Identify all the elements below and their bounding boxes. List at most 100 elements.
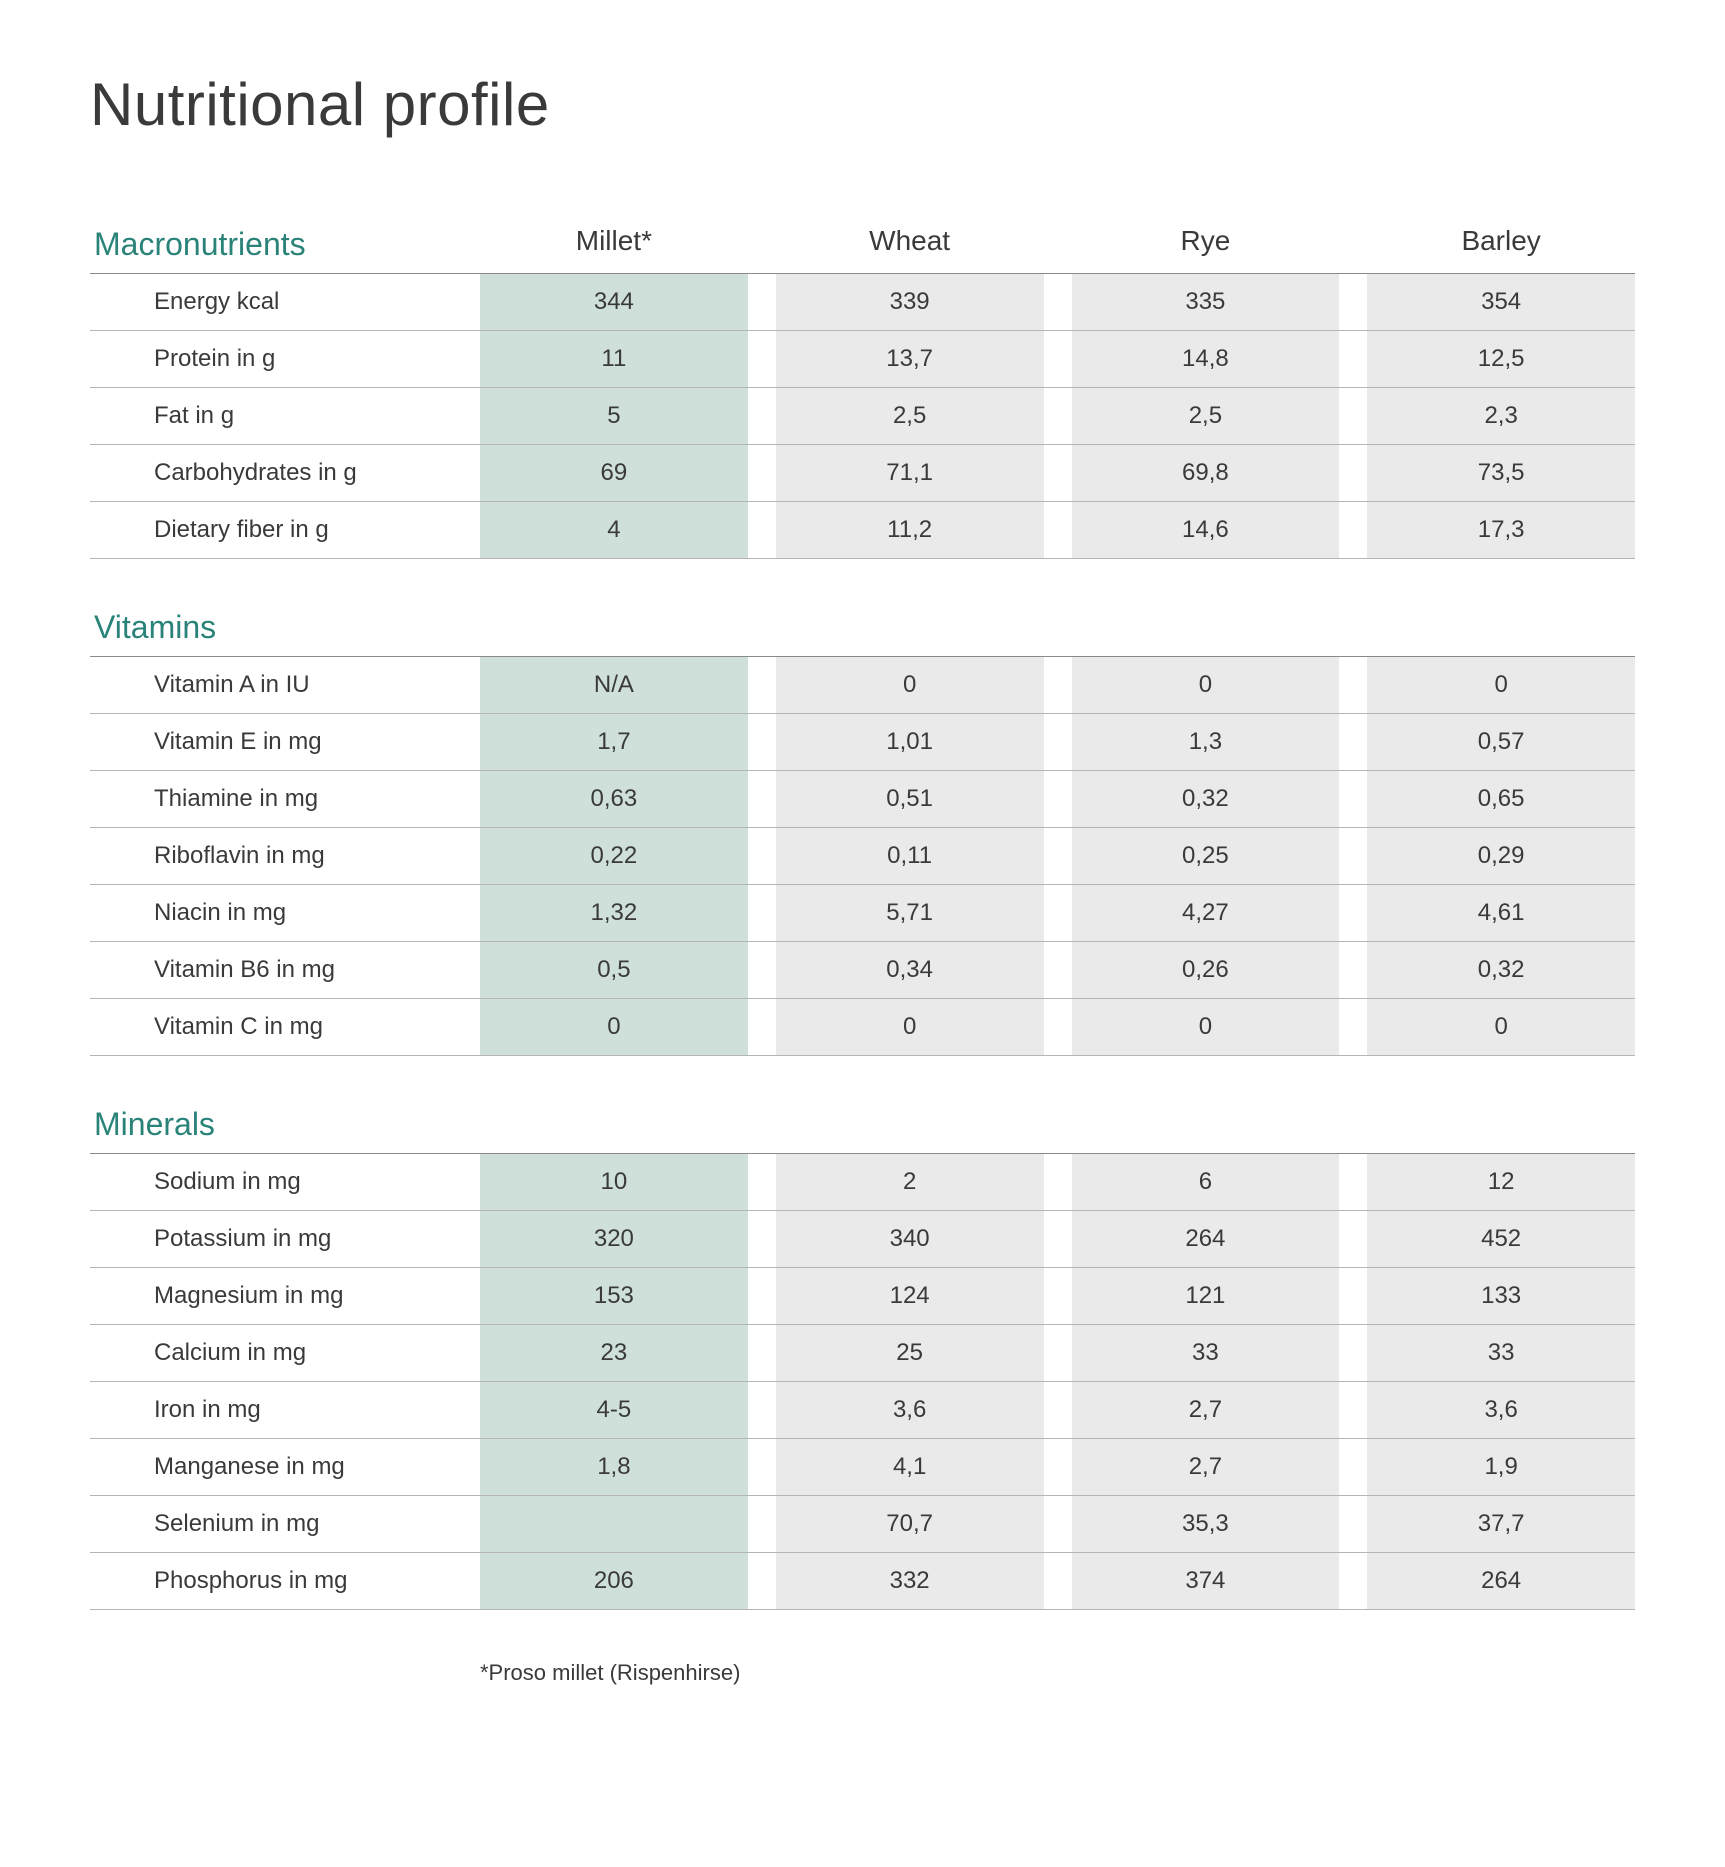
section-header: Minerals <box>90 1106 1635 1154</box>
row-label: Magnesium in mg <box>90 1268 480 1324</box>
row-label: Manganese in mg <box>90 1439 480 1495</box>
table-cell: 10 <box>480 1154 748 1210</box>
table-cell: 1,01 <box>776 714 1044 770</box>
table-cell: 0,32 <box>1367 942 1635 998</box>
table-cell: 0,51 <box>776 771 1044 827</box>
row-label: Vitamin E in mg <box>90 714 480 770</box>
table-row: Phosphorus in mg206332374264 <box>90 1553 1635 1610</box>
table-row: Riboflavin in mg0,220,110,250,29 <box>90 828 1635 885</box>
table-cell: 33 <box>1072 1325 1340 1381</box>
table-cell: 2,7 <box>1072 1382 1340 1438</box>
sections-container: MacronutrientsMillet*WheatRyeBarleyEnerg… <box>90 219 1635 1610</box>
table-cell: 0 <box>1367 999 1635 1055</box>
table-cell: 0,29 <box>1367 828 1635 884</box>
table-cell: 3,6 <box>1367 1382 1635 1438</box>
row-label: Iron in mg <box>90 1382 480 1438</box>
table-cell: 12,5 <box>1367 331 1635 387</box>
table-cell: 2,3 <box>1367 388 1635 444</box>
footnote: *Proso millet (Rispenhirse) <box>90 1660 1635 1686</box>
row-label: Protein in g <box>90 331 480 387</box>
section: Vitamins Vitamin A in IUN/A000Vitamin E … <box>90 609 1635 1056</box>
table-row: Vitamin B6 in mg0,50,340,260,32 <box>90 942 1635 999</box>
table-cell: 133 <box>1367 1268 1635 1324</box>
table-cell: 0 <box>776 657 1044 713</box>
table-cell: 17,3 <box>1367 502 1635 558</box>
table-cell: 13,7 <box>776 331 1044 387</box>
table-cell: 340 <box>776 1211 1044 1267</box>
table-cell: 354 <box>1367 274 1635 330</box>
table-cell: 0 <box>1072 999 1340 1055</box>
table-row: Magnesium in mg153124121133 <box>90 1268 1635 1325</box>
table-cell: 0,11 <box>776 828 1044 884</box>
table-cell: 12 <box>1367 1154 1635 1210</box>
table-cell: 0 <box>1367 657 1635 713</box>
row-label: Niacin in mg <box>90 885 480 941</box>
section-title: Vitamins <box>90 609 480 646</box>
table-row: Niacin in mg1,325,714,274,61 <box>90 885 1635 942</box>
table-cell: 374 <box>1072 1553 1340 1609</box>
table-row: Fat in g52,52,52,3 <box>90 388 1635 445</box>
table-cell: 0,25 <box>1072 828 1340 884</box>
row-label: Vitamin A in IU <box>90 657 480 713</box>
table-cell: 0 <box>776 999 1044 1055</box>
table-cell: 37,7 <box>1367 1496 1635 1552</box>
table-row: Thiamine in mg0,630,510,320,65 <box>90 771 1635 828</box>
column-header: Wheat <box>776 219 1044 263</box>
table-row: Carbohydrates in g69 71,1 69,8 73,5 <box>90 445 1635 502</box>
table-cell: 206 <box>480 1553 748 1609</box>
table-cell: 2,5 <box>1072 388 1340 444</box>
table-cell: 23 <box>480 1325 748 1381</box>
column-header: Millet* <box>480 219 748 263</box>
table-cell: 1,3 <box>1072 714 1340 770</box>
section-header: Vitamins <box>90 609 1635 657</box>
table-row: Energy kcal344339335354 <box>90 274 1635 331</box>
table-cell: 2,5 <box>776 388 1044 444</box>
table-cell: 0,57 <box>1367 714 1635 770</box>
table-cell: 71,1 <box>776 445 1044 501</box>
table-cell: 4,1 <box>776 1439 1044 1495</box>
table-cell: 1,9 <box>1367 1439 1635 1495</box>
table-row: Dietary fiber in g411,214,617,3 <box>90 502 1635 559</box>
table-cell: 0,5 <box>480 942 748 998</box>
row-label: Phosphorus in mg <box>90 1553 480 1609</box>
section-header: MacronutrientsMillet*WheatRyeBarley <box>90 219 1635 274</box>
table-row: Selenium in mg70,735,337,7 <box>90 1496 1635 1553</box>
table-cell: 25 <box>776 1325 1044 1381</box>
table-cell: 6 <box>1072 1154 1340 1210</box>
table-cell: 70,7 <box>776 1496 1044 1552</box>
table-cell: 264 <box>1072 1211 1340 1267</box>
row-label: Dietary fiber in g <box>90 502 480 558</box>
table-row: Vitamin A in IUN/A000 <box>90 657 1635 714</box>
column-header: Rye <box>1072 219 1340 263</box>
table-cell: 0,63 <box>480 771 748 827</box>
table-cell: 0,22 <box>480 828 748 884</box>
row-label: Sodium in mg <box>90 1154 480 1210</box>
table-cell: 1,7 <box>480 714 748 770</box>
table-cell: 4-5 <box>480 1382 748 1438</box>
row-label: Fat in g <box>90 388 480 444</box>
row-label: Carbohydrates in g <box>90 445 480 501</box>
section: Minerals Sodium in mg10 26 12 Potassium in … <box>90 1106 1635 1610</box>
table-row: Manganese in mg1,84,12,71,9 <box>90 1439 1635 1496</box>
table-cell: 4,27 <box>1072 885 1340 941</box>
table-cell: 4 <box>480 502 748 558</box>
row-label: Calcium in mg <box>90 1325 480 1381</box>
table-cell: 153 <box>480 1268 748 1324</box>
table-cell: 339 <box>776 274 1044 330</box>
table-cell: 5,71 <box>776 885 1044 941</box>
row-label: Potassium in mg <box>90 1211 480 1267</box>
table-cell: 69,8 <box>1072 445 1340 501</box>
table-row: Sodium in mg10 26 12 <box>90 1154 1635 1211</box>
table-row: Vitamin E in mg1,7 1,01 1,3 0,57 <box>90 714 1635 771</box>
table-cell: 264 <box>1367 1553 1635 1609</box>
table-cell: 2 <box>776 1154 1044 1210</box>
row-label: Vitamin C in mg <box>90 999 480 1055</box>
table-cell: 69 <box>480 445 748 501</box>
table-cell: 0 <box>480 999 748 1055</box>
table-cell: 73,5 <box>1367 445 1635 501</box>
table-cell: 3,6 <box>776 1382 1044 1438</box>
table-cell: 0 <box>1072 657 1340 713</box>
table-row: Potassium in mg320340264452 <box>90 1211 1635 1268</box>
table-cell: 124 <box>776 1268 1044 1324</box>
table-cell: 14,6 <box>1072 502 1340 558</box>
